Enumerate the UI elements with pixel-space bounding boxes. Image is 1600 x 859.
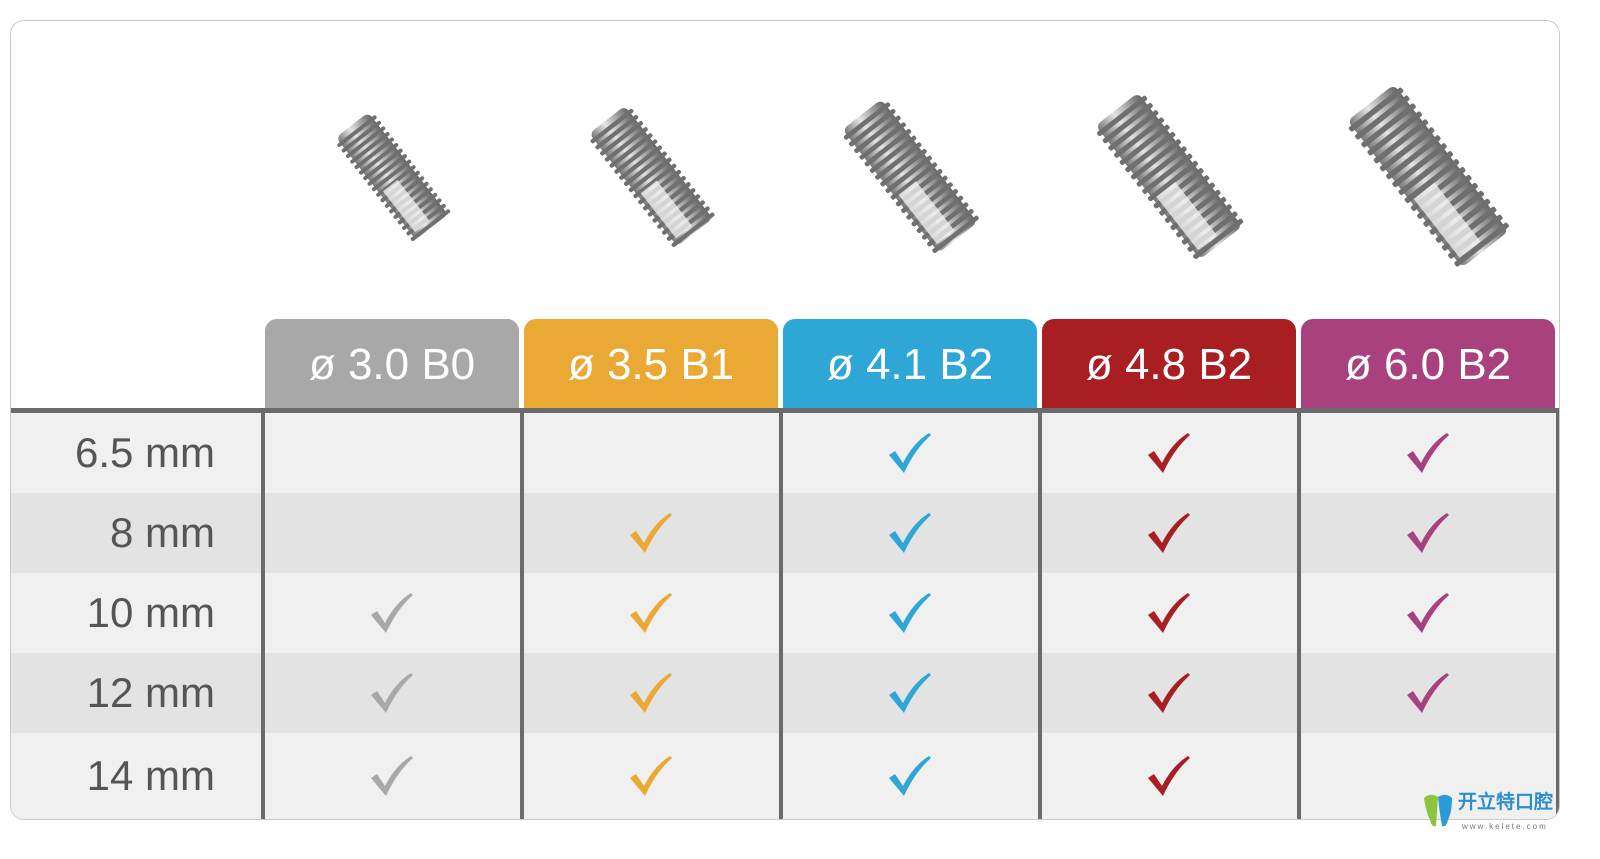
check-icon — [885, 511, 935, 555]
check-icon — [1144, 431, 1194, 475]
row-length-label: 10 mm — [86, 589, 215, 636]
watermark-logo: 开立特口腔 www.kelete.com — [1420, 792, 1600, 842]
diameter-header-tab: ø 4.1 B2 — [783, 319, 1037, 411]
check-icon — [367, 754, 417, 798]
implant-image — [781, 61, 1039, 286]
check-icon — [626, 511, 676, 555]
check-icon — [1144, 671, 1194, 715]
check-icon — [885, 591, 935, 635]
check-icon — [626, 591, 676, 635]
check-icon — [626, 671, 676, 715]
diameter-header-tab: ø 4.8 B2 — [1042, 319, 1296, 411]
table-row: 12 mm — [11, 653, 1559, 733]
watermark-brand: 开立特口腔 — [1458, 792, 1554, 813]
check-icon — [1144, 591, 1194, 635]
check-icon — [1403, 591, 1453, 635]
row-length-label: 8 mm — [110, 509, 215, 556]
column-divider — [1556, 411, 1559, 819]
implant-image — [263, 61, 521, 286]
header-divider — [11, 408, 1559, 413]
check-icon — [1403, 671, 1453, 715]
check-icon — [367, 591, 417, 635]
column-divider — [779, 411, 783, 819]
table-row: 8 mm — [11, 493, 1559, 573]
implant-image — [1299, 61, 1557, 286]
check-icon — [1403, 511, 1453, 555]
implant-icon — [590, 108, 715, 248]
row-length-label: 14 mm — [86, 752, 215, 799]
implant-icon — [337, 114, 451, 242]
watermark-url: www.kelete.com — [1462, 822, 1548, 831]
implant-icon — [1348, 86, 1509, 267]
diameter-header-tab: ø 6.0 B2 — [1301, 319, 1555, 411]
diameter-header-tab: ø 3.5 B1 — [524, 319, 778, 411]
check-icon — [885, 671, 935, 715]
table-row: 14 mm — [11, 733, 1559, 819]
column-divider — [261, 411, 265, 819]
implant-image — [522, 61, 780, 286]
implant-icon — [843, 101, 979, 254]
table-row: 6.5 mm — [11, 413, 1559, 493]
diameter-header-tab: ø 3.0 B0 — [265, 319, 519, 411]
implant-size-table: 6.5 mm 8 mm 10 mm 12 mm 14 mm ø 3.0 B0 ø 3.5 B… — [10, 20, 1560, 820]
check-icon — [626, 754, 676, 798]
tooth-logo-icon — [1424, 794, 1452, 827]
check-icon — [367, 671, 417, 715]
row-length-label: 12 mm — [86, 669, 215, 716]
column-divider — [1297, 411, 1301, 819]
implant-icon — [1097, 95, 1244, 260]
check-icon — [1144, 511, 1194, 555]
check-icon — [1403, 431, 1453, 475]
check-icon — [885, 754, 935, 798]
check-icon — [1144, 754, 1194, 798]
column-divider — [1038, 411, 1042, 819]
column-divider — [520, 411, 524, 819]
table-row: 10 mm — [11, 573, 1559, 653]
check-icon — [885, 431, 935, 475]
implant-image — [1040, 61, 1298, 286]
row-length-label: 6.5 mm — [74, 429, 215, 476]
